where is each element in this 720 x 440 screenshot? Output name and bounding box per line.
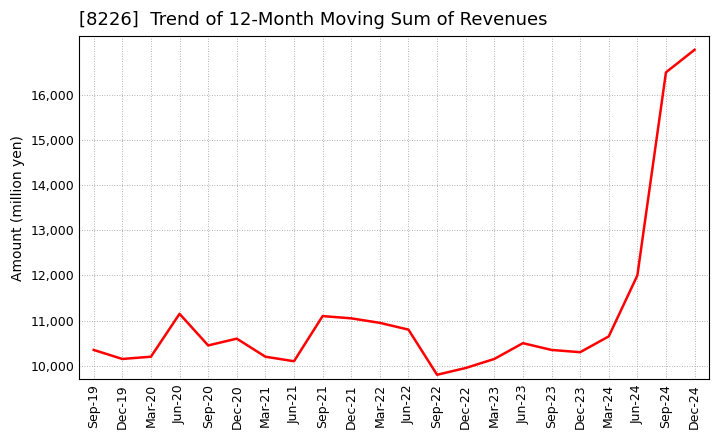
Y-axis label: Amount (million yen): Amount (million yen) (11, 135, 25, 281)
Text: [8226]  Trend of 12-Month Moving Sum of Revenues: [8226] Trend of 12-Month Moving Sum of R… (79, 11, 548, 29)
